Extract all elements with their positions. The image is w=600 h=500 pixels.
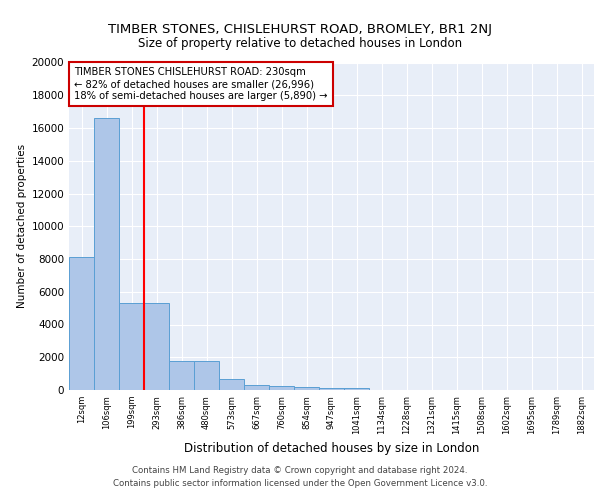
Bar xyxy=(169,362,194,390)
X-axis label: Distribution of detached houses by size in London: Distribution of detached houses by size … xyxy=(184,442,479,456)
Text: Contains HM Land Registry data © Crown copyright and database right 2024.
Contai: Contains HM Land Registry data © Crown c… xyxy=(113,466,487,487)
Bar xyxy=(94,118,119,390)
Bar xyxy=(69,258,94,390)
Text: TIMBER STONES CHISLEHURST ROAD: 230sqm
← 82% of detached houses are smaller (26,: TIMBER STONES CHISLEHURST ROAD: 230sqm ←… xyxy=(74,68,328,100)
Bar xyxy=(119,303,144,390)
Bar xyxy=(319,388,344,390)
Bar xyxy=(219,378,244,390)
Bar xyxy=(144,303,169,390)
Bar xyxy=(344,388,369,390)
Y-axis label: Number of detached properties: Number of detached properties xyxy=(17,144,27,308)
Text: Size of property relative to detached houses in London: Size of property relative to detached ho… xyxy=(138,38,462,51)
Text: TIMBER STONES, CHISLEHURST ROAD, BROMLEY, BR1 2NJ: TIMBER STONES, CHISLEHURST ROAD, BROMLEY… xyxy=(108,22,492,36)
Bar xyxy=(294,386,319,390)
Bar xyxy=(244,385,269,390)
Bar xyxy=(194,362,219,390)
Bar xyxy=(269,386,294,390)
